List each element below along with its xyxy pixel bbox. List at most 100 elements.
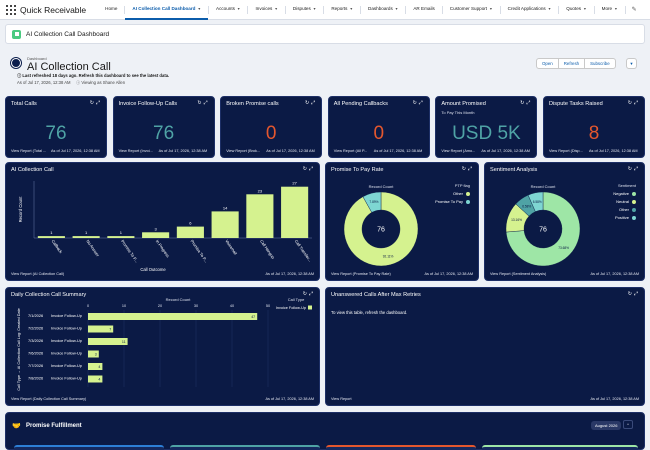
- refresh-icon[interactable]: ↻: [89, 100, 96, 106]
- calendar-icon[interactable]: ▫: [623, 420, 633, 429]
- expand-icon[interactable]: ⤢: [633, 166, 640, 172]
- nav-item[interactable]: Invoices ▼: [248, 0, 284, 20]
- chevron-down-icon[interactable]: ▼: [197, 6, 202, 11]
- nav-divider: [208, 5, 210, 14]
- row-type-label: Invoice Follow-Up: [51, 351, 82, 356]
- y-axis-label: Record Count: [18, 196, 23, 223]
- daily-call-summary-card: Daily Collection Call Summary ↻⤢ Record …: [5, 287, 320, 406]
- sentiment-analysis-chart: 73.68% 13.16% 6.58%6.58% 76 Record Count: [505, 184, 581, 267]
- expand-icon[interactable]: ⤢: [418, 100, 425, 106]
- nav-item[interactable]: Disputes ▼: [286, 0, 323, 20]
- view-report-link[interactable]: View Report (Invoi...: [118, 149, 153, 153]
- row-date-label: 7/1/2026: [28, 313, 43, 318]
- nav-item[interactable]: AI Collection Call Dashboard ▼: [125, 0, 209, 20]
- edit-nav-icon[interactable]: ✎: [631, 7, 637, 13]
- chevron-down-icon[interactable]: ▼: [614, 6, 618, 11]
- chevron-down-icon[interactable]: ▼: [274, 6, 278, 11]
- legend-item[interactable]: Negative: [613, 191, 636, 196]
- card-as-of: As of Jul 17, 2026, 12:38 AM: [265, 272, 314, 276]
- refresh-button[interactable]: Refresh: [559, 59, 586, 68]
- tick-label: 50: [266, 304, 270, 308]
- expand-icon[interactable]: ⤢: [526, 100, 533, 106]
- more-actions-button[interactable]: ▼: [626, 58, 637, 69]
- legend-item[interactable]: Promise To Pay: [435, 199, 470, 204]
- expand-icon[interactable]: ⤢: [467, 166, 474, 172]
- view-report-link[interactable]: View Report (Brok...: [226, 149, 261, 153]
- month-selector[interactable]: August 2026: [591, 421, 622, 430]
- x-axis-label: Record Count: [166, 297, 192, 302]
- card-title: Invoice Follow-Up Calls: [118, 101, 178, 107]
- refresh-icon[interactable]: ↻: [302, 166, 309, 172]
- refresh-icon[interactable]: ↻: [197, 100, 204, 106]
- kpi-value: 0: [265, 123, 277, 144]
- chevron-down-icon[interactable]: ▼: [583, 6, 587, 11]
- legend-label: Neutral: [616, 199, 629, 204]
- expand-icon[interactable]: ⤢: [203, 100, 210, 106]
- pie-slice: [505, 191, 581, 267]
- nav-item[interactable]: AR Emails: [406, 0, 441, 20]
- chevron-down-icon[interactable]: ▼: [547, 6, 552, 11]
- kpi-subtitle: To Pay This Month: [441, 110, 475, 115]
- slice-label: 7.89%: [369, 200, 378, 204]
- nav-item[interactable]: Customer Support ▼: [443, 0, 500, 20]
- expand-icon[interactable]: ⤢: [633, 291, 640, 297]
- row-date-label: 7/6/2026: [28, 351, 43, 356]
- expand-icon[interactable]: ⤢: [633, 100, 640, 106]
- chevron-down-icon[interactable]: ▼: [489, 6, 493, 11]
- refresh-icon[interactable]: ↻: [520, 100, 527, 106]
- nav-item[interactable]: More ▼: [595, 0, 625, 20]
- nav-item[interactable]: Quotes ▼: [559, 0, 593, 20]
- center-label: Record Count: [369, 184, 395, 189]
- legend-item[interactable]: Positive: [613, 215, 636, 220]
- expand-icon[interactable]: ⤢: [308, 166, 315, 172]
- refresh-icon[interactable]: ↻: [627, 166, 634, 172]
- refresh-icon[interactable]: ↻: [412, 100, 419, 106]
- view-report-link[interactable]: View Report (All P...: [333, 149, 368, 153]
- dashboard-as-of: As of Jul 17, 2026, 12:38 AM: [17, 80, 71, 85]
- pie-slice: [527, 191, 544, 212]
- tick-label: 30: [194, 304, 198, 308]
- refresh-icon[interactable]: ↻: [627, 291, 634, 297]
- view-report-link[interactable]: View Report (Daily Collection Call Summa…: [11, 397, 87, 401]
- chevron-down-icon[interactable]: ▼: [236, 6, 241, 11]
- view-report-link[interactable]: View Report: [331, 397, 352, 401]
- open-button[interactable]: Open: [537, 59, 559, 68]
- handshake-icon: 🤝: [12, 423, 21, 430]
- app-launcher-icon[interactable]: [6, 4, 16, 15]
- view-report-link[interactable]: View Report (Disp...: [549, 149, 583, 153]
- refresh-icon[interactable]: ↻: [627, 100, 634, 106]
- nav-item[interactable]: Reports ▼: [324, 0, 360, 20]
- nav-item[interactable]: Home: [98, 0, 124, 20]
- nav-item[interactable]: Accounts ▼: [209, 0, 247, 20]
- legend-item[interactable]: Other: [435, 191, 470, 196]
- subscribe-button[interactable]: Subscribe: [590, 61, 610, 66]
- row-type-label: Invoice Follow-Up: [51, 376, 82, 381]
- data-label: 6: [189, 221, 192, 226]
- expand-icon[interactable]: ⤢: [311, 100, 318, 106]
- chevron-down-icon[interactable]: ▼: [394, 6, 399, 11]
- nav-item[interactable]: Dashboards ▼: [361, 0, 405, 20]
- view-report-link[interactable]: View Report (Sentiment Analysis): [490, 272, 547, 276]
- expand-icon[interactable]: ⤢: [95, 100, 102, 106]
- view-report-link[interactable]: View Report (Amo...: [441, 149, 476, 153]
- view-report-link[interactable]: View Report (Total ...: [11, 149, 47, 153]
- legend-item[interactable]: Other: [613, 207, 636, 212]
- card-title: Total Calls: [11, 101, 37, 107]
- refresh-icon[interactable]: ↻: [304, 100, 312, 106]
- view-report-link[interactable]: View Report (Promise To Pay Rate): [331, 272, 391, 276]
- view-report-link[interactable]: View Report (AI Collection Call): [11, 272, 65, 276]
- refresh-icon[interactable]: ↻: [461, 166, 468, 172]
- nav-divider: [124, 5, 126, 14]
- legend-item[interactable]: Neutral: [613, 199, 636, 204]
- refresh-icon[interactable]: ↻: [302, 291, 309, 297]
- chevron-down-icon[interactable]: ▼: [349, 6, 353, 11]
- slice-label: 92.11%: [383, 254, 394, 258]
- nav-item[interactable]: Credit Applications ▼: [501, 0, 559, 20]
- tick-label: 0: [87, 304, 89, 308]
- chevron-down-icon[interactable]: ▼: [312, 6, 317, 11]
- data-label: 3: [95, 352, 97, 356]
- data-label: 47: [251, 315, 255, 319]
- section-title: Promise Fulfillment: [26, 423, 82, 429]
- expand-icon[interactable]: ⤢: [308, 291, 315, 297]
- kpi-value: 76: [45, 123, 67, 144]
